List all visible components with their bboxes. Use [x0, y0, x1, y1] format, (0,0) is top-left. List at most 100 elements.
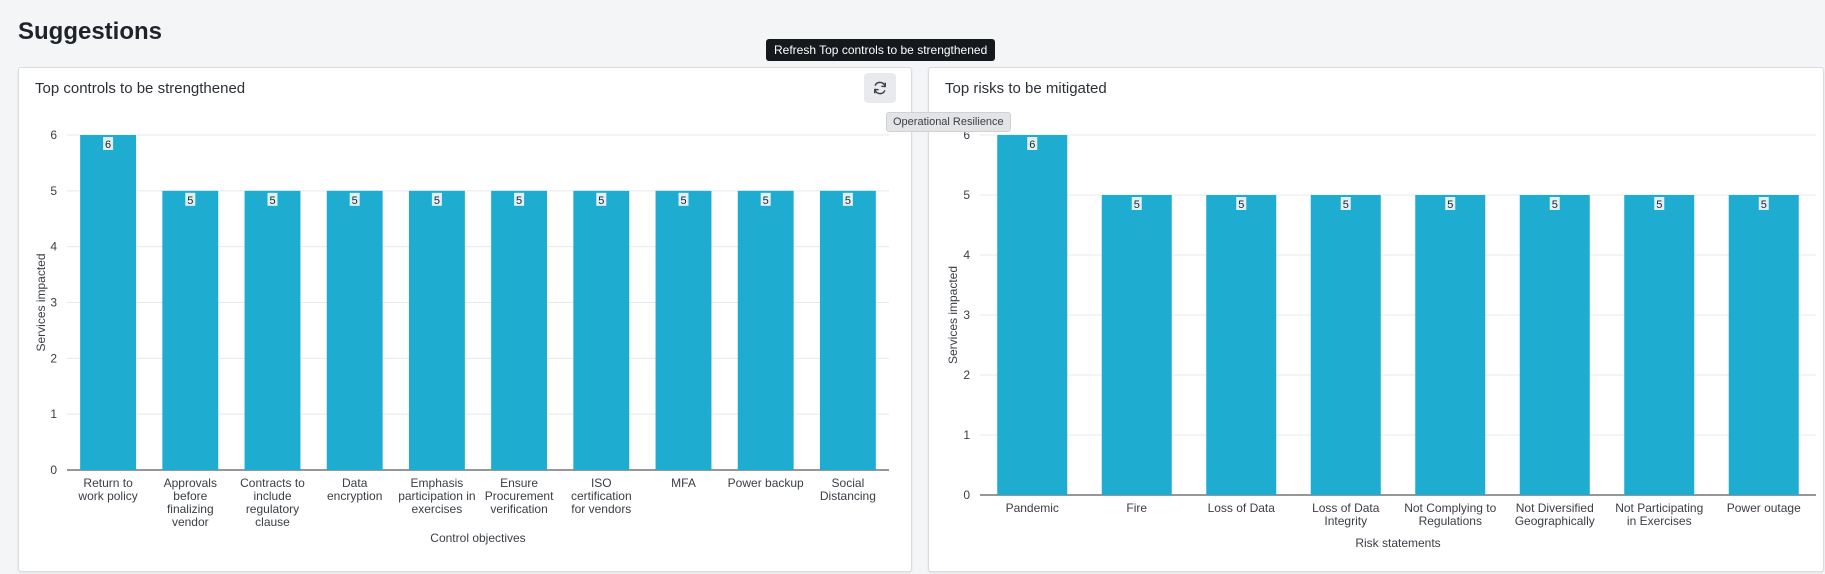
data-label: 5	[269, 195, 275, 207]
data-label: 5	[187, 195, 193, 207]
data-label-bg	[1027, 137, 1038, 150]
data-label-bg	[1758, 197, 1769, 210]
y-tick-label: 2	[50, 351, 57, 365]
y-tick-label: 6	[50, 128, 57, 142]
data-label: 5	[680, 195, 686, 207]
x-axis-title: Risk statements	[1355, 536, 1440, 550]
bar[interactable]	[1206, 195, 1277, 495]
data-label: 5	[1552, 199, 1558, 211]
data-label: 5	[1238, 199, 1244, 211]
x-tick-label: Emphasis participation in exercises	[398, 476, 475, 516]
data-label-bg	[1654, 197, 1665, 210]
bar[interactable]	[1310, 195, 1381, 495]
x-tick-label: Not Participating in Exercises	[1615, 501, 1703, 528]
data-label-bg	[1549, 197, 1560, 210]
y-tick-label: 4	[963, 248, 970, 262]
data-label-bg	[514, 192, 525, 206]
bar[interactable]	[737, 190, 794, 470]
data-label-bg	[1445, 197, 1456, 210]
y-tick-label: 1	[50, 407, 57, 421]
y-tick-label: 1	[963, 428, 970, 442]
data-label-bg	[1340, 197, 1351, 210]
y-tick-label: 0	[963, 488, 970, 502]
y-tick-label: 6	[963, 128, 970, 142]
x-tick-label: Fire	[1126, 501, 1147, 515]
bar[interactable]	[819, 190, 876, 470]
data-label-bg	[842, 192, 853, 206]
y-axis-title: Services impacted	[946, 266, 960, 364]
bar[interactable]	[244, 190, 301, 470]
bar[interactable]	[997, 135, 1068, 495]
y-axis-title: Services impacted	[34, 253, 48, 351]
data-label: 5	[1761, 199, 1767, 211]
data-label: 5	[1656, 199, 1662, 211]
y-tick-label: 3	[50, 296, 57, 310]
data-label: 5	[1343, 199, 1349, 211]
bar[interactable]	[162, 190, 219, 470]
data-label: 5	[1134, 199, 1140, 211]
data-label-bg	[267, 192, 278, 206]
y-tick-label: 5	[963, 188, 970, 202]
data-label: 5	[1447, 199, 1453, 211]
data-label: 6	[1029, 139, 1035, 151]
bar[interactable]	[80, 135, 137, 470]
x-tick-label: Approvals before finalizing vendor	[164, 476, 217, 529]
bar[interactable]	[655, 190, 712, 470]
risks-chart-card: Top risks to be mitigated 0 1 2 3 4 5 6 6 Pandem…	[928, 67, 1824, 572]
bar[interactable]	[1101, 195, 1172, 495]
bar[interactable]	[1415, 195, 1486, 495]
x-tick-label: Pandemic	[1006, 501, 1059, 515]
data-label: 6	[105, 139, 111, 151]
controls-chart-title: Top controls to be strengthened	[35, 80, 246, 97]
y-tick-label: 0	[50, 463, 57, 477]
refresh-button[interactable]	[864, 73, 896, 103]
refresh-icon	[874, 81, 886, 95]
data-label-bg	[1131, 197, 1142, 210]
data-label: 5	[516, 195, 522, 207]
bar[interactable]	[1728, 195, 1799, 495]
bar[interactable]	[1624, 195, 1695, 495]
y-tick-label: 2	[963, 368, 970, 382]
x-tick-label: Loss of Data	[1208, 501, 1276, 515]
page-title: Suggestions	[18, 18, 163, 45]
controls-bar-chart: 0 1 2 3 4 5 6 6 Return to work policy 5 Approvals be…	[34, 128, 889, 545]
x-tick-label: Not Complying to Regulations	[1404, 501, 1496, 528]
x-tick-label: Contracts to include regulatory clause	[240, 476, 305, 529]
data-label-bg	[185, 192, 196, 206]
data-label-bg	[678, 192, 689, 206]
bar[interactable]	[326, 190, 383, 470]
x-tick-label: Return to work policy	[77, 476, 137, 503]
y-tick-label: 4	[50, 240, 57, 254]
data-label: 5	[434, 195, 440, 207]
data-label-bg	[431, 192, 442, 206]
x-tick-label: Data encryption	[327, 476, 382, 503]
data-label: 5	[845, 195, 851, 207]
data-label-bg	[1236, 197, 1247, 210]
refresh-tooltip: Refresh Top controls to be strengthened	[766, 39, 996, 61]
data-label: 5	[763, 195, 769, 207]
bar[interactable]	[408, 190, 465, 470]
bar[interactable]	[491, 190, 548, 470]
x-tick-label: ISO certification for vendors	[571, 476, 632, 516]
data-label-bg	[103, 137, 114, 150]
data-label-bg	[760, 192, 771, 206]
x-tick-label: Not Diversified Geographically	[1515, 501, 1595, 528]
data-label: 5	[352, 195, 358, 207]
data-label-bg	[349, 192, 360, 206]
bar-hover-tooltip: Operational Resilience	[886, 112, 1011, 132]
x-tick-label: Ensure Procurement verification	[485, 476, 554, 516]
risks-bar-chart: 0 1 2 3 4 5 6 6 Pandemic 5 Fire 5 Loss of Data 5 Loss …	[946, 128, 1816, 550]
data-label-bg	[596, 192, 607, 206]
bar[interactable]	[1519, 195, 1590, 495]
x-tick-label: Loss of Data Integrity	[1312, 501, 1380, 528]
controls-chart-card: Top controls to be strengthened 0 1 2 3 4 5 6 6…	[18, 67, 912, 572]
y-tick-label: 3	[963, 308, 970, 322]
x-tick-label: MFA	[671, 476, 696, 490]
bar[interactable]	[573, 190, 630, 470]
x-tick-label: Power outage	[1727, 501, 1801, 515]
y-tick-label: 5	[50, 184, 57, 198]
data-label: 5	[598, 195, 604, 207]
x-tick-label: Power backup	[728, 476, 804, 490]
risks-chart-title: Top risks to be mitigated	[945, 80, 1107, 97]
x-axis-title: Control objectives	[430, 531, 525, 545]
